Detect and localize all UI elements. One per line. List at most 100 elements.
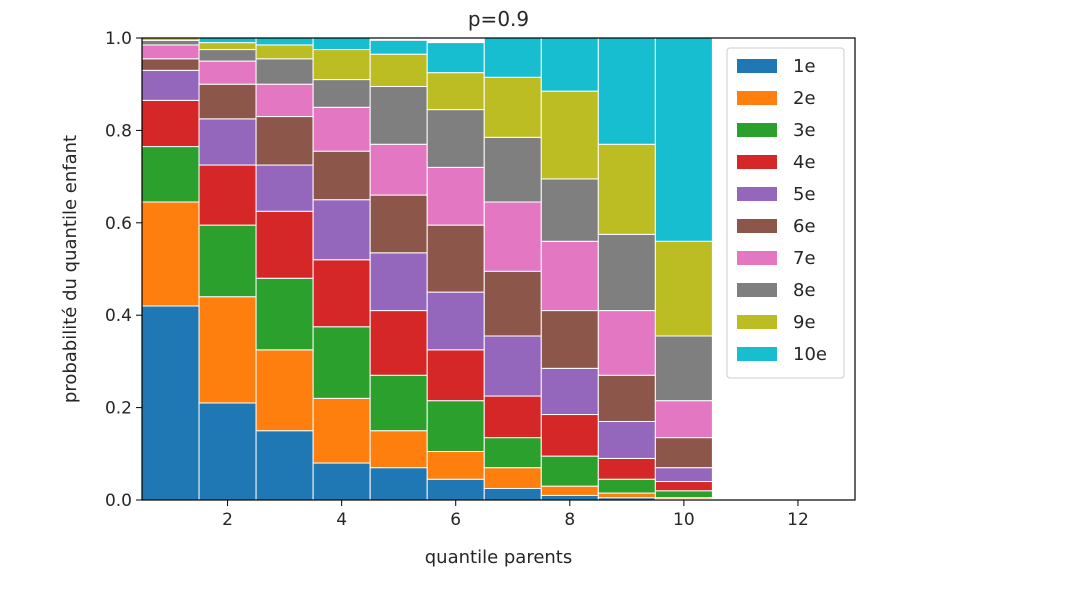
- bar-segment-8e-q7: [483, 136, 542, 203]
- legend-label-9e: 9e: [793, 312, 816, 333]
- bar-segment-4e-q3: [255, 210, 314, 279]
- bar-segment-8e-q8: [540, 178, 599, 242]
- bar-segment-5e-q10: [654, 467, 713, 483]
- bar-segment-5e-q7: [483, 335, 542, 397]
- bar-segment-7e-q10: [654, 400, 713, 439]
- bar-segment-2e-q9: [597, 492, 656, 499]
- legend-label-10e: 10e: [793, 344, 827, 365]
- legend-swatch-2e: [737, 91, 777, 105]
- legend-swatch-10e: [737, 347, 777, 361]
- bar-segment-10e-q5: [369, 39, 428, 55]
- x-tick-label: 6: [450, 510, 461, 530]
- bar-segment-5e-q8: [540, 367, 599, 416]
- bar-segment-1e-q2: [198, 402, 257, 501]
- bar-segment-7e-q8: [540, 240, 599, 312]
- bar-segment-3e-q4: [312, 326, 371, 399]
- legend-label-1e: 1e: [793, 56, 816, 77]
- y-tick-label: 0.8: [105, 121, 132, 141]
- bar-segment-5e-q4: [312, 199, 371, 261]
- legend-swatch-5e: [737, 187, 777, 201]
- bar-segment-7e-q9: [597, 310, 656, 376]
- bar-segment-4e-q7: [483, 395, 542, 439]
- legend-swatch-4e: [737, 155, 777, 169]
- legend-swatch-3e: [737, 123, 777, 137]
- y-axis-label: probabilité du quantile enfant: [60, 135, 81, 403]
- x-tick-label: 12: [787, 510, 809, 530]
- bar-segment-8e-q6: [426, 109, 485, 168]
- bar-segment-4e-q8: [540, 414, 599, 457]
- y-axis: 0.0 0.2 0.4 0.6 0.8 1.0: [105, 29, 142, 511]
- bar-segment-5e-q1: [141, 69, 200, 101]
- legend-label-7e: 7e: [793, 248, 816, 269]
- y-tick-label: 1.0: [105, 29, 132, 49]
- bar-segment-1e-q3: [255, 430, 314, 501]
- legend-label-2e: 2e: [793, 88, 816, 109]
- bar-segment-6e-q7: [483, 270, 542, 337]
- bar-segment-4e-q10: [654, 481, 713, 492]
- bar-segment-10e-q4: [312, 37, 371, 51]
- bar-segment-9e-q6: [426, 72, 485, 111]
- y-tick-label: 0.6: [105, 214, 132, 234]
- bar-segment-10e-q6: [426, 42, 485, 74]
- bar-segment-7e-q3: [255, 83, 314, 118]
- bar-segment-3e-q5: [369, 374, 428, 432]
- bar-segment-8e-q10: [654, 335, 713, 402]
- bar-segment-6e-q3: [255, 116, 314, 166]
- bar-segment-9e-q7: [483, 76, 542, 138]
- bar-segment-3e-q10: [654, 490, 713, 499]
- bar-segment-6e-q6: [426, 224, 485, 293]
- legend-swatch-1e: [737, 59, 777, 73]
- bar-segment-5e-q5: [369, 252, 428, 312]
- legend-label-3e: 3e: [793, 120, 816, 141]
- bar-segment-3e-q3: [255, 277, 314, 351]
- bar-segment-2e-q7: [483, 467, 542, 489]
- bar-segment-3e-q1: [141, 146, 200, 203]
- legend-label-6e: 6e: [793, 216, 816, 237]
- legend-label-8e: 8e: [793, 280, 816, 301]
- bar-segment-7e-q6: [426, 166, 485, 226]
- bar-segment-3e-q6: [426, 400, 485, 452]
- x-axis-label: quantile parents: [425, 547, 573, 568]
- bar-segment-3e-q9: [597, 478, 656, 494]
- bar-segment-1e-q6: [426, 478, 485, 501]
- bar-segment-7e-q5: [369, 143, 428, 196]
- bar-segment-8e-q1: [141, 39, 200, 46]
- legend-swatch-8e: [737, 283, 777, 297]
- bar-segment-8e-q2: [198, 49, 257, 62]
- bar-segment-9e-q3: [255, 44, 314, 60]
- bar-segment-7e-q2: [198, 60, 257, 85]
- bar-segment-1e-q4: [312, 462, 371, 501]
- bar-segment-4e-q2: [198, 164, 257, 226]
- bar-segment-2e-q3: [255, 349, 314, 432]
- bar-segment-3e-q7: [483, 437, 542, 469]
- legend-label-4e: 4e: [793, 152, 816, 173]
- bar-segment-5e-q3: [255, 164, 314, 212]
- bar-segment-9e-q4: [312, 49, 371, 81]
- bar-segment-10e-q9: [597, 37, 656, 145]
- bar-segment-10e-q8: [540, 37, 599, 92]
- bar-segment-9e-q10: [654, 240, 713, 337]
- bar-segment-9e-q5: [369, 53, 428, 88]
- bar-segment-10e-q3: [255, 37, 314, 46]
- legend-label-5e: 5e: [793, 184, 816, 205]
- bar-segment-4e-q5: [369, 310, 428, 376]
- bar-segment-1e-q7: [483, 487, 542, 501]
- bar-segment-10e-q7: [483, 37, 542, 78]
- chart-title: p=0.9: [468, 7, 529, 31]
- legend-swatch-7e: [737, 251, 777, 265]
- y-tick-label: 0.0: [105, 491, 132, 511]
- bar-segment-6e-q8: [540, 310, 599, 369]
- bar-segment-4e-q6: [426, 349, 485, 402]
- bar-segment-2e-q6: [426, 450, 485, 480]
- bar-segment-9e-q9: [597, 143, 656, 235]
- bar-segment-10e-q10: [654, 37, 713, 242]
- bar-segment-3e-q8: [540, 455, 599, 487]
- bar-segment-4e-q1: [141, 99, 200, 148]
- bar-segment-8e-q4: [312, 79, 371, 108]
- bars-layer: [141, 37, 713, 501]
- bar-segment-5e-q6: [426, 291, 485, 351]
- bar-segment-2e-q1: [141, 201, 200, 307]
- x-tick-label: 4: [336, 510, 347, 530]
- bar-segment-7e-q7: [483, 201, 542, 272]
